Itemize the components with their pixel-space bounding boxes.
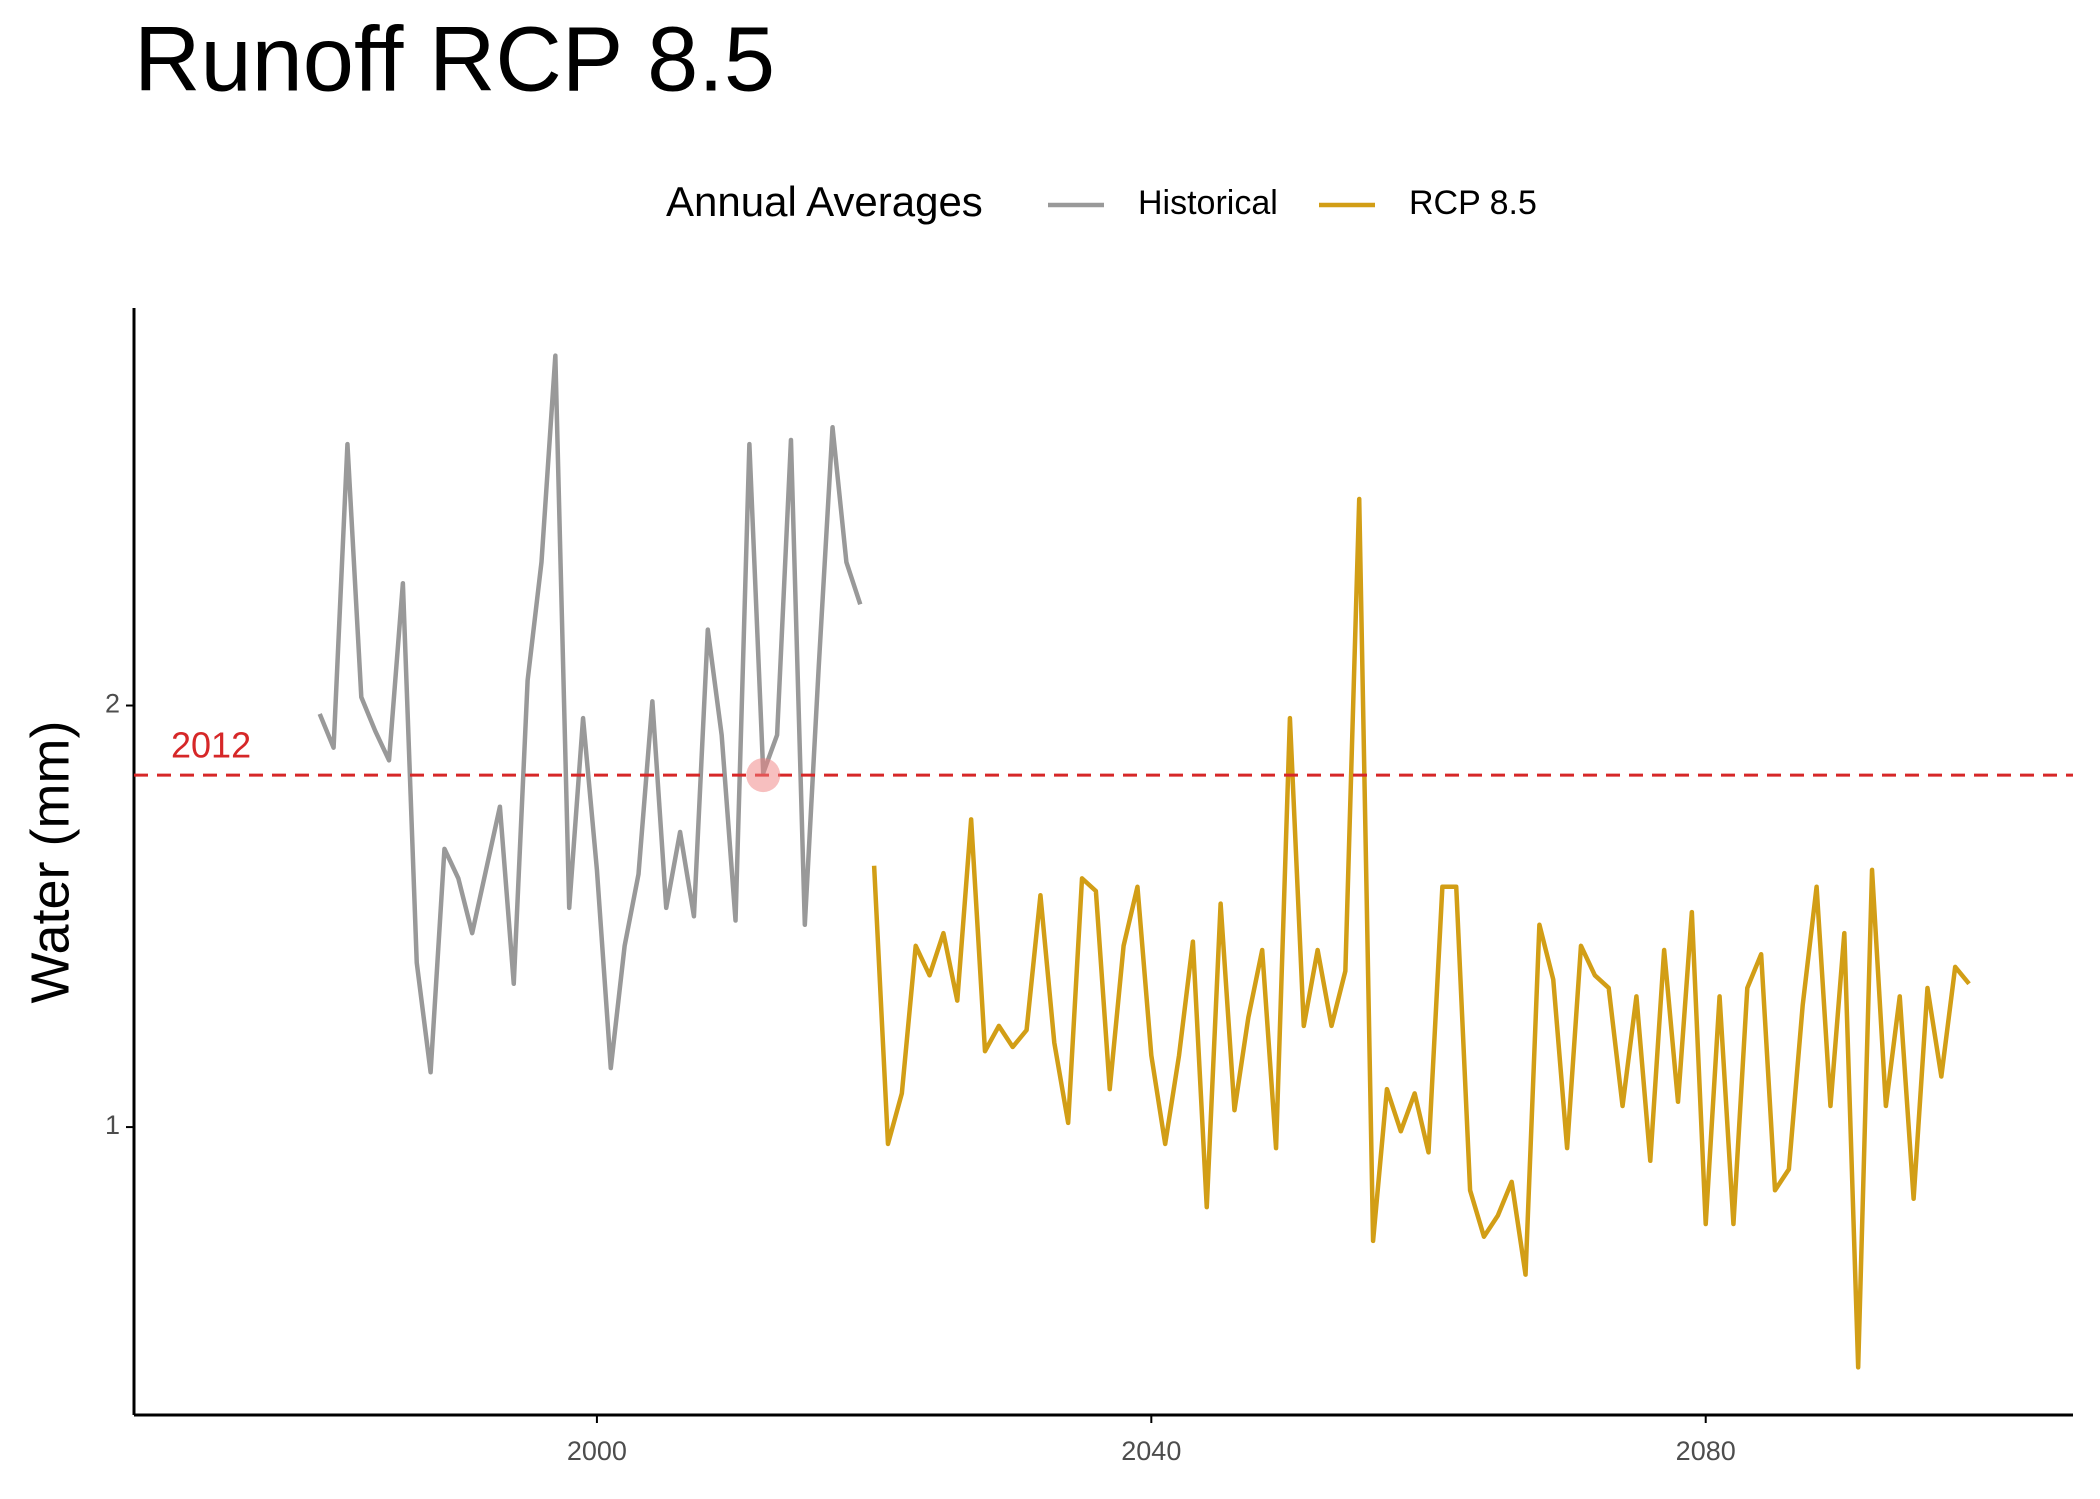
y-axis-title: Water (mm) bbox=[20, 721, 80, 1004]
chart-title: Runoff RCP 8.5 bbox=[134, 8, 775, 110]
x-tick-label: 2040 bbox=[1121, 1436, 1181, 1466]
highlight-point bbox=[746, 758, 781, 793]
legend-title: Annual Averages bbox=[666, 178, 983, 225]
series-line bbox=[317, 353, 863, 1075]
legend-label: RCP 8.5 bbox=[1409, 184, 1537, 222]
x-tick-label: 2000 bbox=[567, 1436, 627, 1466]
series-line bbox=[871, 496, 1971, 1370]
y-tick-label: 1 bbox=[105, 1110, 120, 1140]
x-tick-label: 2080 bbox=[1676, 1436, 1736, 1466]
legend-label: Historical bbox=[1138, 184, 1278, 222]
y-tick-label: 2 bbox=[105, 689, 120, 719]
reference-label: 2012 bbox=[171, 725, 251, 766]
